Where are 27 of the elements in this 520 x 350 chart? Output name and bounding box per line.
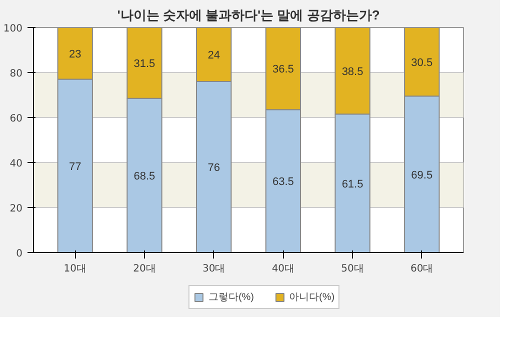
data-label: 23: [68, 48, 82, 60]
y-tick-label: 80: [10, 68, 23, 80]
y-tick-label: 0: [16, 248, 23, 260]
data-label: 31.5: [134, 58, 156, 70]
chart-title: '나이는 숫자에 불과하다'는 말에 공감하는가?: [117, 8, 380, 22]
data-label: 69.5: [411, 169, 433, 182]
legend-label: 아니다(%): [289, 291, 335, 304]
legend-label: 그렇다(%): [208, 291, 254, 304]
data-label: 61.5: [342, 178, 364, 190]
x-tick-label: 10대: [64, 264, 86, 274]
data-label: 36.5: [272, 64, 294, 76]
data-label: 68.5: [134, 170, 156, 182]
x-tick-label: 40대: [272, 264, 295, 274]
data-label: 24: [208, 50, 220, 62]
y-tick-label: 100: [3, 24, 23, 34]
data-label: 38.5: [342, 66, 364, 78]
data-label: 63.5: [272, 176, 294, 188]
y-tick-label: 20: [10, 204, 23, 214]
data-label: 76: [208, 162, 220, 174]
data-label: 77: [68, 160, 82, 173]
y-tick-label: 40: [10, 158, 23, 170]
x-tick-label: 20대: [133, 264, 156, 274]
x-tick-label: 60대: [410, 264, 434, 274]
x-tick-label: 50대: [341, 264, 364, 274]
x-tick-label: 30대: [202, 264, 226, 274]
y-tick-label: 60: [10, 114, 23, 124]
data-label: 30.5: [411, 56, 433, 69]
